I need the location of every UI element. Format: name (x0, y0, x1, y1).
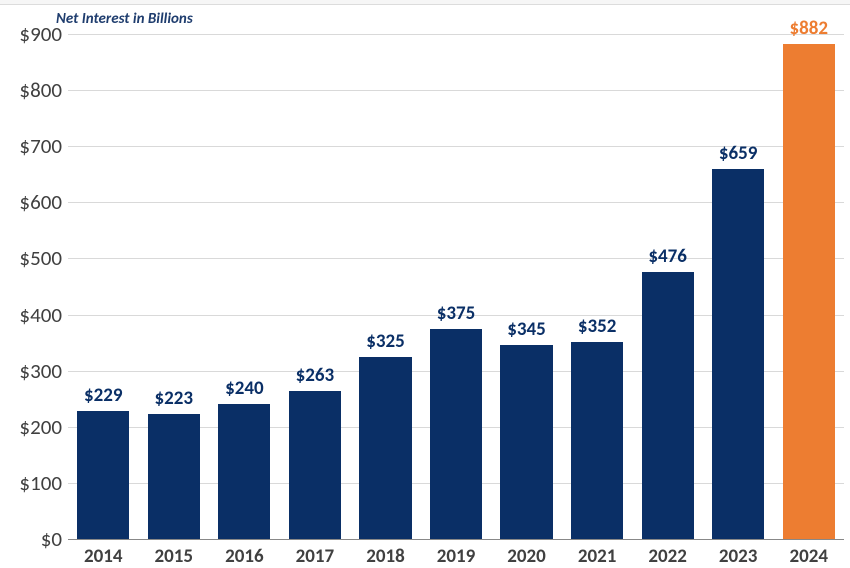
plot-area: $0$100$200$300$400$500$600$700$800$900 $… (68, 34, 844, 539)
bar (289, 391, 341, 539)
bar-value-label: $375 (437, 302, 476, 325)
x-tick-label: 2017 (280, 545, 351, 568)
chart-title: Net Interest in Billions (56, 10, 193, 28)
bar-slot: $263 (280, 391, 351, 539)
y-tick-label: $0 (0, 526, 68, 552)
x-tick-label: 2014 (68, 545, 139, 568)
y-tick-label: $400 (0, 302, 68, 328)
bar-value-label: $352 (578, 315, 617, 338)
bar-slot: $352 (562, 342, 633, 540)
bar (77, 411, 129, 539)
bar (642, 272, 694, 539)
x-tick-label: 2021 (562, 545, 633, 568)
bar-slot: $882 (773, 44, 844, 539)
bar (500, 345, 552, 539)
x-tick-label: 2015 (139, 545, 210, 568)
bar (712, 169, 764, 539)
bars-container: $229$223$240$263$325$375$345$352$476$659… (68, 34, 844, 539)
bar-slot: $476 (632, 272, 703, 539)
bar (571, 342, 623, 540)
y-tick-label: $500 (0, 245, 68, 271)
bar-value-label: $659 (719, 142, 758, 165)
x-tick-label: 2018 (350, 545, 421, 568)
bar (430, 329, 482, 539)
bar (783, 44, 835, 539)
y-tick-label: $600 (0, 189, 68, 215)
bar (218, 404, 270, 539)
y-tick-label: $200 (0, 414, 68, 440)
bar-value-label: $229 (84, 384, 123, 407)
x-tick-label: 2022 (632, 545, 703, 568)
bar-value-label: $223 (155, 387, 194, 410)
x-tick-label: 2024 (773, 545, 844, 568)
bar-slot: $345 (491, 345, 562, 539)
x-tick-label: 2016 (209, 545, 280, 568)
y-tick-label: $800 (0, 77, 68, 103)
x-tick-label: 2019 (421, 545, 492, 568)
x-axis-labels: 2014201520162017201820192020202120222023… (68, 545, 844, 568)
gridline (68, 539, 844, 540)
bar-slot: $240 (209, 404, 280, 539)
bar-slot: $325 (350, 357, 421, 539)
bar-value-label: $882 (789, 17, 828, 40)
bar-value-label: $263 (296, 364, 335, 387)
y-tick-label: $100 (0, 470, 68, 496)
net-interest-bar-chart: Net Interest in Billions $0$100$200$300$… (0, 4, 850, 567)
bar-slot: $659 (703, 169, 774, 539)
y-tick-label: $700 (0, 133, 68, 159)
bar-slot: $223 (139, 414, 210, 539)
y-tick-label: $900 (0, 21, 68, 47)
bar-value-label: $345 (507, 318, 546, 341)
bar-value-label: $325 (366, 330, 405, 353)
bar-slot: $229 (68, 411, 139, 539)
bar-slot: $375 (421, 329, 492, 539)
bar-value-label: $476 (648, 245, 687, 268)
bar (359, 357, 411, 539)
x-tick-label: 2023 (703, 545, 774, 568)
x-tick-label: 2020 (491, 545, 562, 568)
bar-value-label: $240 (225, 377, 264, 400)
y-tick-label: $300 (0, 358, 68, 384)
bar (148, 414, 200, 539)
